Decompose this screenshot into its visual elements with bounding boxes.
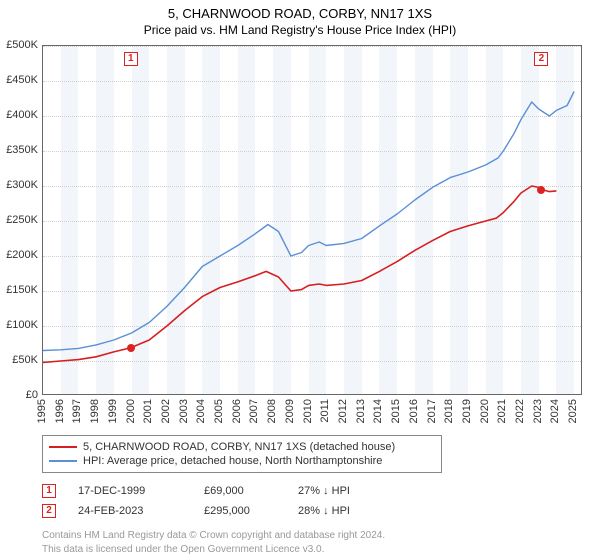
x-tick-label: 2009 <box>284 399 296 423</box>
plot-area: 12 <box>42 45 582 395</box>
title-line-2: Price paid vs. HM Land Registry's House … <box>0 23 600 37</box>
x-tick-label: 2018 <box>443 399 455 423</box>
sale-price: £295,000 <box>204 505 276 517</box>
y-tick-label: £500K <box>0 39 38 51</box>
x-tick-label: 2022 <box>514 399 526 423</box>
x-tick-label: 2002 <box>160 399 172 423</box>
series-price_paid <box>43 186 556 362</box>
x-tick-label: 2016 <box>408 399 420 423</box>
y-tick-label: £300K <box>0 179 38 191</box>
y-tick-label: £50K <box>0 354 38 366</box>
sale-marker-icon: 1 <box>42 484 56 498</box>
legend-item: 5, CHARNWOOD ROAD, CORBY, NN17 1XS (deta… <box>49 440 435 454</box>
x-tick-label: 1996 <box>54 399 66 423</box>
x-tick-label: 2019 <box>461 399 473 423</box>
y-tick-label: £200K <box>0 249 38 261</box>
x-tick-label: 2003 <box>178 399 190 423</box>
x-tick-label: 2004 <box>195 399 207 423</box>
chart: 12 £0£50K£100K£150K£200K£250K£300K£350K£… <box>42 45 582 395</box>
chart-title-block: 5, CHARNWOOD ROAD, CORBY, NN17 1XS Price… <box>0 0 600 39</box>
legend-label: 5, CHARNWOOD ROAD, CORBY, NN17 1XS (deta… <box>83 441 395 453</box>
sale-records: 1 17-DEC-1999 £69,000 27% ↓ HPI 2 24-FEB-2023… <box>42 481 600 521</box>
x-tick-label: 2011 <box>319 399 331 423</box>
x-tick-label: 2007 <box>248 399 260 423</box>
x-tick-label: 2001 <box>142 399 154 423</box>
y-tick-label: £100K <box>0 319 38 331</box>
sale-marker-1: 1 <box>124 52 138 66</box>
y-tick-label: £150K <box>0 284 38 296</box>
x-tick-label: 2012 <box>337 399 349 423</box>
legend: 5, CHARNWOOD ROAD, CORBY, NN17 1XS (deta… <box>42 435 442 473</box>
sale-pct: 27% ↓ HPI <box>298 485 398 497</box>
x-tick-label: 1998 <box>89 399 101 423</box>
legend-swatch <box>49 446 77 448</box>
footer-line-2: This data is licensed under the Open Gov… <box>42 543 600 557</box>
sale-date: 24-FEB-2023 <box>78 505 182 517</box>
title-line-1: 5, CHARNWOOD ROAD, CORBY, NN17 1XS <box>0 6 600 21</box>
sale-marker-icon: 2 <box>42 504 56 518</box>
x-tick-label: 2017 <box>426 399 438 423</box>
x-tick-label: 2014 <box>372 399 384 423</box>
x-tick-label: 1995 <box>36 399 48 423</box>
x-tick-label: 1999 <box>107 399 119 423</box>
y-tick-label: £450K <box>0 74 38 86</box>
legend-label: HPI: Average price, detached house, Nort… <box>83 455 382 467</box>
sale-date: 17-DEC-1999 <box>78 485 182 497</box>
x-tick-label: 2025 <box>567 399 579 423</box>
x-tick-label: 2021 <box>496 399 508 423</box>
sale-point-2 <box>537 186 545 194</box>
x-tick-label: 1997 <box>71 399 83 423</box>
sale-pct: 28% ↓ HPI <box>298 505 398 517</box>
y-tick-label: £250K <box>0 214 38 226</box>
footer-line-1: Contains HM Land Registry data © Crown c… <box>42 529 600 543</box>
sale-marker-2: 2 <box>534 52 548 66</box>
footer-attribution: Contains HM Land Registry data © Crown c… <box>42 529 600 556</box>
x-tick-label: 2024 <box>549 399 561 423</box>
y-tick-label: £400K <box>0 109 38 121</box>
legend-item: HPI: Average price, detached house, Nort… <box>49 454 435 468</box>
sale-record: 1 17-DEC-1999 £69,000 27% ↓ HPI <box>42 481 600 501</box>
x-tick-label: 2015 <box>390 399 402 423</box>
x-tick-label: 2013 <box>355 399 367 423</box>
y-tick-label: £0 <box>0 389 38 401</box>
sale-point-1 <box>127 344 135 352</box>
sale-price: £69,000 <box>204 485 276 497</box>
x-tick-label: 2010 <box>302 399 314 423</box>
x-tick-label: 2000 <box>125 399 137 423</box>
x-tick-label: 2006 <box>231 399 243 423</box>
y-tick-label: £350K <box>0 144 38 156</box>
x-tick-label: 2008 <box>266 399 278 423</box>
x-tick-label: 2023 <box>532 399 544 423</box>
x-tick-label: 2020 <box>479 399 491 423</box>
sale-record: 2 24-FEB-2023 £295,000 28% ↓ HPI <box>42 501 600 521</box>
x-tick-label: 2005 <box>213 399 225 423</box>
legend-swatch <box>49 460 77 462</box>
series-lines <box>43 46 582 395</box>
series-hpi <box>43 92 574 351</box>
